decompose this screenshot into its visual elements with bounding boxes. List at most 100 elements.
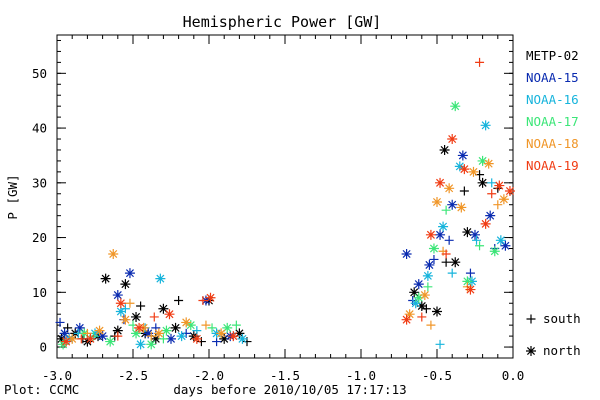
point-metp-02-north xyxy=(120,279,131,290)
marker-legend: south north xyxy=(526,311,581,358)
point-noaa-19-north xyxy=(115,298,126,309)
point-noaa-19-south xyxy=(149,312,159,322)
point-noaa-15-north xyxy=(413,279,424,290)
point-noaa-19-south xyxy=(417,312,427,322)
point-noaa-17-north xyxy=(489,246,500,257)
point-noaa-16-north xyxy=(115,306,126,317)
point-noaa-16-north xyxy=(422,270,433,281)
point-noaa-19-north xyxy=(164,309,175,320)
point-metp-02-north xyxy=(150,333,161,344)
point-metp-02-north xyxy=(450,257,461,268)
legend-item-noaa-18: NOAA-18 xyxy=(526,136,579,151)
point-noaa-16-north xyxy=(438,221,449,232)
point-noaa-16-north xyxy=(90,328,100,339)
y-tick-label: 40 xyxy=(32,121,47,136)
point-noaa-18-north xyxy=(67,333,78,344)
point-noaa-18-north xyxy=(498,194,509,205)
data-points xyxy=(55,57,515,350)
point-noaa-15-north xyxy=(59,328,70,339)
point-metp-02-north xyxy=(100,273,111,284)
marker-legend-south: south xyxy=(543,311,581,326)
point-noaa-19-north xyxy=(134,322,145,333)
point-noaa-15-north xyxy=(470,229,480,240)
point-noaa-19-north xyxy=(85,333,96,344)
point-noaa-17-north xyxy=(105,336,116,347)
y-axis-ticks xyxy=(57,39,513,348)
point-noaa-15-north xyxy=(457,150,468,161)
point-noaa-19-north xyxy=(494,180,505,191)
point-noaa-18-north xyxy=(153,328,164,339)
point-noaa-15-north xyxy=(435,229,446,240)
point-noaa-15-south xyxy=(55,317,65,327)
point-noaa-19-north xyxy=(480,218,491,229)
point-noaa-17-south xyxy=(441,205,451,215)
point-noaa-15-south xyxy=(444,235,454,245)
y-axis-tick-labels: 0 10 20 30 40 50 xyxy=(32,66,47,355)
point-noaa-16-north xyxy=(135,339,146,350)
x-tick-label: -0.5 xyxy=(422,368,452,383)
plot-credit: Plot: CCMC xyxy=(4,382,79,397)
point-noaa-15-north xyxy=(97,331,108,342)
point-noaa-17-north xyxy=(131,328,142,339)
point-noaa-17-north xyxy=(222,322,233,333)
point-noaa-15-south xyxy=(429,254,439,264)
point-metp-02-north xyxy=(158,303,169,314)
point-noaa-18-north xyxy=(468,166,479,177)
point-noaa-19-north xyxy=(425,229,436,240)
point-noaa-15-north xyxy=(112,290,123,301)
y-tick-label: 10 xyxy=(32,285,47,300)
point-metp-02-north xyxy=(432,306,442,317)
point-noaa-18-north xyxy=(483,158,494,169)
point-metp-02-north xyxy=(234,328,245,339)
point-noaa-17-south xyxy=(207,323,217,333)
point-noaa-15-north xyxy=(485,210,496,221)
point-metp-02-south xyxy=(459,186,469,196)
legend-item-noaa-19: NOAA-19 xyxy=(526,158,579,173)
point-metp-02-south xyxy=(136,301,146,311)
x-tick-label: -2.0 xyxy=(194,368,224,383)
point-noaa-15-north xyxy=(74,322,85,333)
x-axis-label: days before 2010/10/05 17:17:13 xyxy=(173,382,406,397)
point-noaa-16-south xyxy=(447,268,457,278)
point-noaa-17-north xyxy=(462,276,473,287)
point-noaa-18-south xyxy=(493,200,503,210)
point-metp-02-north xyxy=(462,227,473,238)
point-noaa-17-north xyxy=(450,101,461,112)
point-noaa-15-north xyxy=(447,199,458,210)
point-noaa-18-north xyxy=(181,317,192,328)
x-tick-label: -2.5 xyxy=(118,368,148,383)
legend-item-noaa-15: NOAA-15 xyxy=(526,70,579,85)
point-noaa-16-south xyxy=(435,339,445,349)
point-metp-02-south xyxy=(441,257,451,267)
marker-legend-north: north xyxy=(543,343,581,358)
point-metp-02-north xyxy=(416,300,427,311)
point-metp-02-north xyxy=(409,287,420,298)
point-noaa-18-north xyxy=(108,248,119,259)
point-noaa-17-north xyxy=(428,243,439,254)
point-noaa-19-north xyxy=(504,186,515,197)
point-noaa-19-north xyxy=(435,177,446,188)
point-noaa-18-north xyxy=(419,290,430,301)
point-metp-02-south xyxy=(174,296,184,306)
point-noaa-16-north xyxy=(237,333,248,344)
marker-legend-plus-icon xyxy=(526,314,536,324)
point-noaa-18-south xyxy=(201,320,211,330)
point-metp-02-north xyxy=(219,333,230,344)
point-noaa-16-south xyxy=(472,235,482,245)
point-noaa-15-north xyxy=(166,333,176,344)
point-noaa-16-south xyxy=(120,304,130,314)
point-metp-02-south xyxy=(421,304,431,314)
point-noaa-15-north xyxy=(401,248,412,259)
point-noaa-19-south xyxy=(475,57,485,67)
y-tick-label: 50 xyxy=(32,66,47,81)
point-noaa-18-north xyxy=(404,309,415,320)
x-axis-ticks xyxy=(56,35,514,358)
marker-legend-star-icon xyxy=(526,346,536,356)
point-noaa-17-north xyxy=(146,339,157,350)
point-noaa-16-north xyxy=(480,120,491,131)
x-tick-label: -1.5 xyxy=(270,368,300,383)
point-noaa-19-south xyxy=(198,296,208,306)
point-noaa-19-north xyxy=(459,164,470,175)
point-noaa-15-north xyxy=(124,268,135,279)
